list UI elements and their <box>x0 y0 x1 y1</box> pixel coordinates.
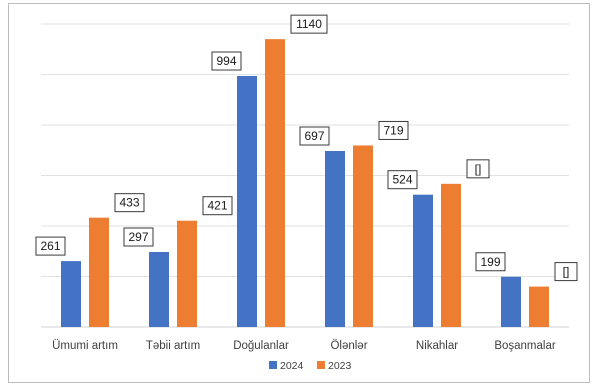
data-label-box <box>290 14 328 34</box>
data-label-box <box>475 252 506 272</box>
bar-chart: 261 433 297 421 994 1140 697 719 524 [] 199 [] Ümum… <box>35 14 578 372</box>
data-label-box <box>554 262 578 282</box>
x-tick-label: Təbii artım <box>146 340 200 352</box>
legend-item-2023: 2023 <box>317 360 352 372</box>
data-label-2024-0: 261 <box>35 236 66 256</box>
bar-2023-5 <box>529 286 549 327</box>
data-label-text: 421 <box>207 199 227 213</box>
legend-item-2024: 2024 <box>269 360 304 372</box>
data-label-text: 1140 <box>296 17 322 31</box>
data-label-2024-2: 994 <box>211 51 242 71</box>
data-label-text: 297 <box>128 230 148 244</box>
bar-2023-4 <box>441 183 461 327</box>
data-label-2023-3: 719 <box>378 120 409 140</box>
x-tick-label: Doğulanlar <box>233 340 289 352</box>
x-tick-label: Ümumi artım <box>52 340 118 352</box>
chart-frame: 261 433 297 421 994 1140 697 719 524 [] 199 [] Ümum… <box>8 3 590 383</box>
legend-swatch <box>317 361 325 369</box>
data-labels: 261 433 297 421 994 1140 697 719 524 [] 199 [] <box>35 14 578 282</box>
data-label-text: [] <box>475 162 482 176</box>
data-label-2024-1: 297 <box>123 227 154 247</box>
data-label-box <box>387 170 418 190</box>
bar-2024-3 <box>325 151 345 327</box>
data-label-box <box>123 227 154 247</box>
bar-2024-2 <box>237 76 257 327</box>
data-label-text: [] <box>563 265 570 279</box>
data-label-box <box>35 236 66 256</box>
data-label-2023-0: 433 <box>114 193 145 213</box>
data-label-text: 261 <box>40 239 60 253</box>
legend: 2024 2023 <box>269 360 352 372</box>
data-label-2024-4: 524 <box>387 170 418 190</box>
data-label-text: 433 <box>119 196 139 210</box>
data-label-2023-4: [] <box>466 159 490 179</box>
bar-2024-4 <box>413 194 433 327</box>
legend-label: 2024 <box>280 360 304 372</box>
data-label-box <box>114 193 145 213</box>
data-label-2023-5: [] <box>554 262 578 282</box>
bar-2023-2 <box>265 39 285 328</box>
data-label-2023-1: 421 <box>202 196 233 216</box>
bar-2023-1 <box>177 220 197 327</box>
data-label-box <box>378 120 409 140</box>
data-label-box <box>299 126 330 146</box>
gridlines <box>41 23 569 328</box>
data-label-text: 719 <box>383 123 403 137</box>
data-label-2024-5: 199 <box>475 252 506 272</box>
bars <box>61 39 549 328</box>
bar-2024-1 <box>149 252 169 327</box>
data-label-2024-3: 697 <box>299 126 330 146</box>
x-tick-label: Ölənlər <box>330 340 367 352</box>
bar-2023-0 <box>89 217 109 327</box>
legend-label: 2023 <box>328 360 352 372</box>
data-label-2023-2: 1140 <box>290 14 328 34</box>
data-label-text: 199 <box>480 255 500 269</box>
bar-2023-3 <box>353 145 373 327</box>
data-label-box <box>211 51 242 71</box>
data-label-text: 697 <box>304 129 324 143</box>
data-label-text: 994 <box>216 54 236 68</box>
data-label-box <box>466 159 490 179</box>
x-tick-labels: Ümumi artım Təbii artım Doğulanlar Ölənlər N… <box>52 340 556 352</box>
x-tick-label: Boşanmalar <box>494 340 556 352</box>
legend-swatch <box>269 361 277 369</box>
bar-2024-5 <box>501 276 521 327</box>
bar-2024-0 <box>61 261 81 327</box>
data-label-text: 524 <box>392 173 412 187</box>
x-tick-label: Nikahlar <box>416 340 458 352</box>
data-label-box <box>202 196 233 216</box>
